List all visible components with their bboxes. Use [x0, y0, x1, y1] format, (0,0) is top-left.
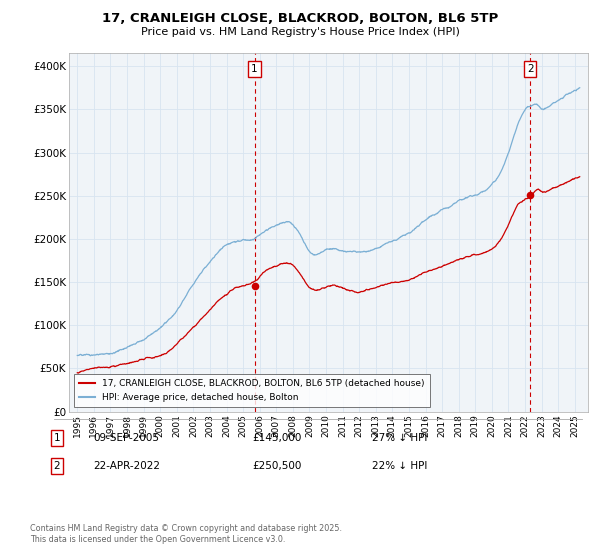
Text: 22% ↓ HPI: 22% ↓ HPI [372, 461, 427, 471]
Text: 2: 2 [527, 64, 533, 74]
Legend: 17, CRANLEIGH CLOSE, BLACKROD, BOLTON, BL6 5TP (detached house), HPI: Average pr: 17, CRANLEIGH CLOSE, BLACKROD, BOLTON, B… [74, 374, 430, 407]
Text: Price paid vs. HM Land Registry's House Price Index (HPI): Price paid vs. HM Land Registry's House … [140, 27, 460, 37]
Text: £145,000: £145,000 [252, 433, 301, 443]
Text: 22-APR-2022: 22-APR-2022 [93, 461, 160, 471]
Text: 1: 1 [53, 433, 61, 443]
Text: £250,500: £250,500 [252, 461, 301, 471]
Text: 27% ↓ HPI: 27% ↓ HPI [372, 433, 427, 443]
Text: This data is licensed under the Open Government Licence v3.0.: This data is licensed under the Open Gov… [30, 535, 286, 544]
Text: Contains HM Land Registry data © Crown copyright and database right 2025.: Contains HM Land Registry data © Crown c… [30, 524, 342, 533]
Text: 09-SEP-2005: 09-SEP-2005 [93, 433, 159, 443]
Text: 1: 1 [251, 64, 258, 74]
Text: 2: 2 [53, 461, 61, 471]
Text: 17, CRANLEIGH CLOSE, BLACKROD, BOLTON, BL6 5TP: 17, CRANLEIGH CLOSE, BLACKROD, BOLTON, B… [102, 12, 498, 25]
